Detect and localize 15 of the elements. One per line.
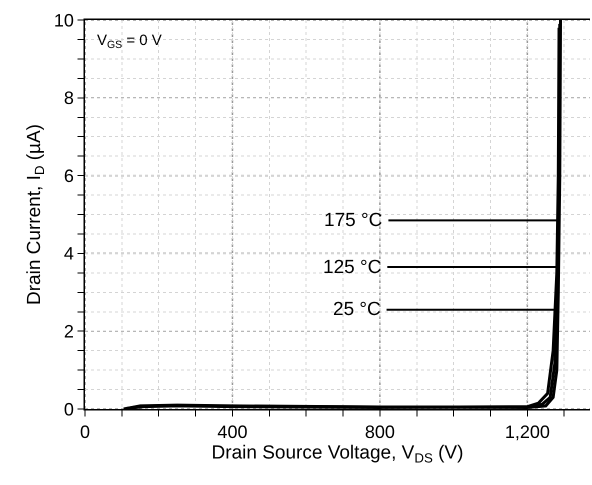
annotation: 175 °C — [324, 210, 382, 231]
y-tick-label: 2 — [64, 322, 74, 342]
y-tick-label: 10 — [54, 10, 74, 30]
x-axis-title: Drain Source Voltage, V$_{DS}$ (V) — [212, 442, 464, 466]
y-tick-label: 4 — [64, 244, 74, 264]
annotation: 25 °C — [333, 299, 381, 320]
annotation: 125 °C — [323, 257, 382, 278]
y-tick-label: 8 — [64, 88, 74, 108]
x-tick-label: 800 — [364, 422, 395, 442]
annotation: V$_{GS}$ = 0 V — [97, 32, 162, 52]
x-tick-label: 400 — [217, 422, 248, 442]
y-tick-label: 0 — [64, 399, 74, 420]
y-tick-label: 6 — [64, 166, 74, 186]
x-tick-label: 0 — [80, 422, 90, 442]
x-tick-label: 1,200 — [504, 422, 550, 442]
